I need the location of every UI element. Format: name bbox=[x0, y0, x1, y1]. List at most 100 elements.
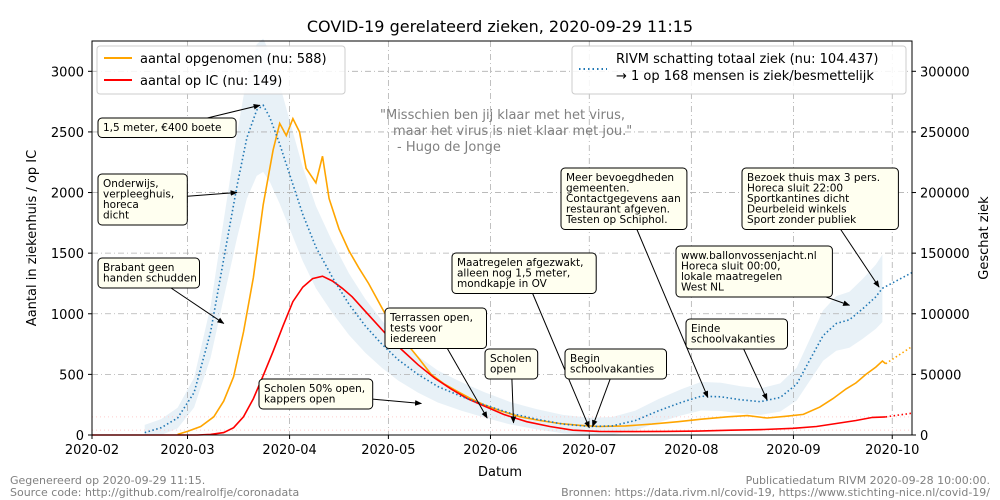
annotation-arrow-0 bbox=[207, 104, 261, 119]
footer-publication: Publicatiedatum RIVM 2020-09-28 10:00:00… bbox=[746, 474, 990, 487]
legend-label-ic: aantal op IC (nu: 149) bbox=[140, 74, 282, 89]
annotation-box-0 bbox=[97, 117, 237, 138]
annotation-text-4-2: iedereen bbox=[390, 333, 436, 345]
y-left-tick-label-1500: 1500 bbox=[51, 247, 84, 262]
annotation-text-8-4: Testen op Schiphol. bbox=[565, 214, 668, 226]
annotation-text-7-0: Begin bbox=[570, 353, 600, 365]
quote: "Misschien ben jij klaar met het virus, … bbox=[380, 108, 632, 155]
annotation-text-10-3: West NL bbox=[681, 282, 724, 294]
annotation-text-2-0: Brabant geen bbox=[103, 262, 174, 274]
annotation-box-5 bbox=[484, 348, 539, 380]
annotation-6: Maatregelen afgezwakt,alleen nog 1,5 met… bbox=[451, 252, 597, 429]
annotation-text-4-0: Terrassen open, bbox=[389, 312, 473, 324]
annotation-text-1-0: Onderwijs, bbox=[103, 178, 159, 190]
annotation-arrow-10 bbox=[825, 296, 851, 306]
annotation-arrow-6 bbox=[532, 293, 590, 429]
legend-label-rivm: RIVM schatting totaal ziek (nu: 104.437) bbox=[616, 52, 878, 67]
annotation-arrow-8 bbox=[636, 229, 709, 399]
y-left-tick-label-2000: 2000 bbox=[51, 187, 84, 202]
x-tick-label-2020-06: 2020-06 bbox=[463, 443, 517, 458]
annotation-text-6-2: mondkapje in OV bbox=[457, 278, 548, 290]
annotation-text-5-0: Scholen bbox=[490, 353, 532, 365]
y-axis-right: 0 50000 100000 150000 200000 250000 300000 bbox=[912, 65, 970, 444]
annotation-text-2-1: handen schudden bbox=[103, 273, 197, 285]
annotation-box-8 bbox=[560, 167, 688, 230]
annotation-text-11-3: Deurbeleid winkels bbox=[747, 204, 847, 216]
series-line-1 bbox=[92, 275, 886, 436]
annotation-text-3-0: Scholen 50% open, bbox=[264, 383, 365, 395]
annotation-text-5-1: open bbox=[490, 364, 516, 376]
annotation-text-6-0: Maatregelen afgezwakt, bbox=[457, 257, 583, 269]
legend-left: aantal opgenomen (nu: 588) aantal op IC … bbox=[96, 45, 346, 95]
y-right-tick-label-300000: 300000 bbox=[920, 65, 970, 80]
annotation-text-8-1: gemeenten. bbox=[566, 183, 630, 195]
x-tick-label-2020-02: 2020-02 bbox=[65, 443, 119, 458]
quote-line-1: "Misschien ben jij klaar met het virus, bbox=[380, 108, 625, 123]
x-tick-label-2020-04: 2020-04 bbox=[262, 443, 316, 458]
annotation-box-4 bbox=[384, 307, 487, 349]
footer-sources: Bronnen: https://data.rivm.nl/covid-19, … bbox=[561, 486, 990, 499]
annotation-text-11-1: Horeca sluit 22:00 bbox=[747, 183, 843, 195]
y-axis-right-label: Geschat ziek bbox=[977, 196, 992, 280]
annotation-text-0-0: 1,5 meter, €400 boete bbox=[103, 122, 221, 134]
annotation-text-1-2: horeca bbox=[103, 199, 139, 211]
annotation-text-8-3: restaurant afgeven. bbox=[566, 204, 670, 216]
y-left-tick-label-1000: 1000 bbox=[51, 308, 84, 323]
annotation-arrow-3 bbox=[372, 398, 423, 406]
annotation-text-1-3: dicht bbox=[103, 210, 129, 222]
legend-left-box bbox=[96, 45, 346, 95]
quote-line-2: maar het virus is niet klaar met jou." bbox=[393, 124, 632, 139]
x-tick-label-2020-09: 2020-09 bbox=[766, 443, 820, 458]
footer-source: Source code: http://github.com/realrolfj… bbox=[10, 486, 299, 499]
y-left-tick-label-3000: 3000 bbox=[51, 65, 84, 80]
annotation-0: 1,5 meter, €400 boete bbox=[97, 104, 261, 138]
x-tick-label-2020-05: 2020-05 bbox=[361, 443, 415, 458]
annotation-text-10-1: Horeca sluit 00:00, bbox=[681, 261, 780, 273]
annotations: 1,5 meter, €400 boete Onderwijs,verpleegh… bbox=[97, 104, 899, 429]
legend-right: RIVM schatting totaal ziek (nu: 104.437)… bbox=[571, 45, 907, 95]
plot-frame bbox=[91, 40, 913, 436]
annotation-text-7-1: schoolvakanties bbox=[570, 364, 654, 376]
extrapolation-line-1 bbox=[885, 412, 913, 418]
annotation-arrow-5 bbox=[510, 378, 517, 424]
annotation-text-10-0: www.ballonvossenjacht.nl bbox=[681, 250, 817, 262]
annotation-arrow-4 bbox=[446, 348, 488, 419]
annotation-box-2 bbox=[97, 257, 200, 289]
y-axis-left: 0 500 1000 1500 2000 2500 3000 bbox=[51, 65, 92, 444]
y-right-tick-label-50000: 50000 bbox=[920, 368, 961, 383]
annotation-text-10-2: lokale maatregelen bbox=[681, 271, 782, 283]
annotation-text-9-0: Einde bbox=[691, 323, 720, 335]
annotation-box-10 bbox=[675, 245, 833, 298]
x-axis: 2020-02 2020-03 2020-04 2020-05 2020-06 2020-… bbox=[65, 435, 919, 458]
chart-title: COVID-19 gerelateerd zieken, 2020-09-29 … bbox=[307, 17, 693, 36]
annotation-text-1-1: verpleeghuis, bbox=[103, 189, 174, 201]
extrapolation-line-0 bbox=[885, 345, 913, 365]
annotation-text-11-0: Bezoek thuis max 3 pers. bbox=[747, 172, 880, 184]
y-left-tick-label-2500: 2500 bbox=[51, 126, 84, 141]
annotation-arrow-7 bbox=[592, 378, 611, 428]
y-right-tick-label-150000: 150000 bbox=[920, 247, 970, 262]
annotation-text-11-2: Sportkantines dicht bbox=[747, 193, 849, 205]
y-axis-left-label: Aantal in ziekenhuis / op IC bbox=[25, 150, 40, 326]
x-tick-label-2020-07: 2020-07 bbox=[562, 443, 616, 458]
annotation-text-8-2: Contactgegevens aan bbox=[566, 193, 681, 205]
annotation-text-9-1: schoolvakanties bbox=[691, 334, 775, 346]
y-left-tick-label-500: 500 bbox=[59, 368, 84, 383]
y-right-tick-label-0: 0 bbox=[920, 429, 928, 444]
y-right-tick-label-200000: 200000 bbox=[920, 187, 970, 202]
legend-label-opgenomen: aantal opgenomen (nu: 588) bbox=[140, 52, 327, 67]
x-tick-label-2020-03: 2020-03 bbox=[160, 443, 214, 458]
annotation-arrow-9 bbox=[743, 348, 768, 401]
x-tick-label-2020-10: 2020-10 bbox=[865, 443, 919, 458]
x-tick-label-2020-08: 2020-08 bbox=[664, 443, 718, 458]
annotation-text-8-0: Meer bevoegdheden bbox=[566, 172, 674, 184]
annotation-11: Bezoek thuis max 3 pers.Horeca sluit 22:… bbox=[741, 167, 899, 288]
annotation-box-11 bbox=[741, 167, 899, 230]
annotation-text-6-1: alleen nog 1,5 meter, bbox=[457, 268, 570, 280]
